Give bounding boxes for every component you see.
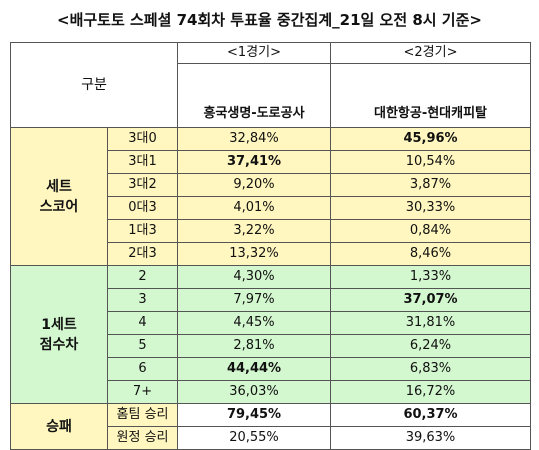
game2-value: 6,83% [330,357,532,381]
set-score-row: 0대3 4,01% 30,33% [11,196,532,220]
team1-header: 흥국생명-도로공사 [177,63,332,128]
row-label: 3대0 [106,127,179,151]
set-score-row: 3대1 37,41% 10,54% [11,150,532,174]
set1-diff-group-label: 1세트 점수차 [10,265,108,404]
game1-value: 44,44% [177,357,332,381]
set-score-row: 3대2 9,20% 3,87% [11,173,532,197]
row-label: 0대3 [106,196,179,220]
game1-value: 2,81% [177,334,332,358]
game1-value: 3,22% [177,219,332,243]
set1-diff-row: 5 2,81% 6,24% [11,334,532,358]
row-label: 3 [106,288,179,312]
row-label: 4 [106,311,179,335]
game2-value: 3,87% [330,173,532,197]
game1-value: 4,01% [177,196,332,220]
game1-value: 9,20% [177,173,332,197]
game1-header: <1경기> [177,42,332,64]
game1-value: 4,30% [177,265,332,289]
page-title: <배구토토 스페셜 74회차 투표율 중간집계_21일 오전 8시 기준> [57,11,482,29]
row-label: 2대3 [106,242,179,266]
game2-value: 37,07% [330,288,532,312]
set-score-row: 2대3 13,32% 8,46% [11,242,532,266]
header-row-teams: 흥국생명-도로공사 대한항공-현대캐피탈 [11,63,532,128]
row-label: 원정 승리 [106,426,179,450]
set1-diff-row: 3 7,97% 37,07% [11,288,532,312]
set1-diff-row: 6 44,44% 6,83% [11,357,532,381]
game1-value: 32,84% [177,127,332,151]
set1-diff-row: 7+ 36,03% 16,72% [11,380,532,404]
game2-value: 0,84% [330,219,532,243]
game2-value: 16,72% [330,380,532,404]
game1-value: 36,03% [177,380,332,404]
row-label: 7+ [106,380,179,404]
game2-value: 1,33% [330,265,532,289]
game1-value: 7,97% [177,288,332,312]
set-score-row: 세트 스코어 3대0 32,84% 45,96% [10,127,532,266]
set-score-group-label: 세트 스코어 [10,127,108,266]
game2-header: <2경기> [330,42,532,64]
game1-value: 13,32% [177,242,332,266]
game1-value: 79,45% [177,403,332,427]
row-label: 홈팀 승리 [106,403,179,427]
game2-value: 6,24% [330,334,532,358]
set-score-row: 1대3 3,22% 0,84% [11,219,532,243]
game1-value: 37,41% [177,150,332,174]
game1-value: 4,45% [177,311,332,335]
row-label: 6 [106,357,179,381]
game2-value: 30,33% [330,196,532,220]
row-label: 3대2 [106,173,179,197]
row-label: 5 [106,334,179,358]
set1-diff-row: 4 4,45% 31,81% [11,311,532,335]
game2-value: 39,63% [330,426,532,450]
game2-value: 31,81% [330,311,532,335]
set1-diff-row: 1세트 점수차 2 4,30% 1,33% [10,265,532,404]
game2-value: 60,37% [330,403,532,427]
vote-rate-table: 구분 <1경기> <2경기> 흥국생명-도로공사 대한항공-현대캐피탈 세트 스… [9,42,532,450]
game1-value: 20,55% [177,426,332,450]
game2-value: 10,54% [330,150,532,174]
row-label: 2 [106,265,179,289]
gubun-header: 구분 [9,42,179,128]
result-group-label: 승패 [10,403,108,450]
result-row: 승패 홈팀 승리 79,45% 60,37% [10,403,532,450]
game2-value: 8,46% [330,242,532,266]
row-label: 3대1 [106,150,179,174]
row-label: 1대3 [106,219,179,243]
header-row-games: 구분 <1경기> <2경기> [9,42,532,128]
game2-value: 45,96% [330,127,532,151]
team2-header: 대한항공-현대캐피탈 [330,63,532,128]
